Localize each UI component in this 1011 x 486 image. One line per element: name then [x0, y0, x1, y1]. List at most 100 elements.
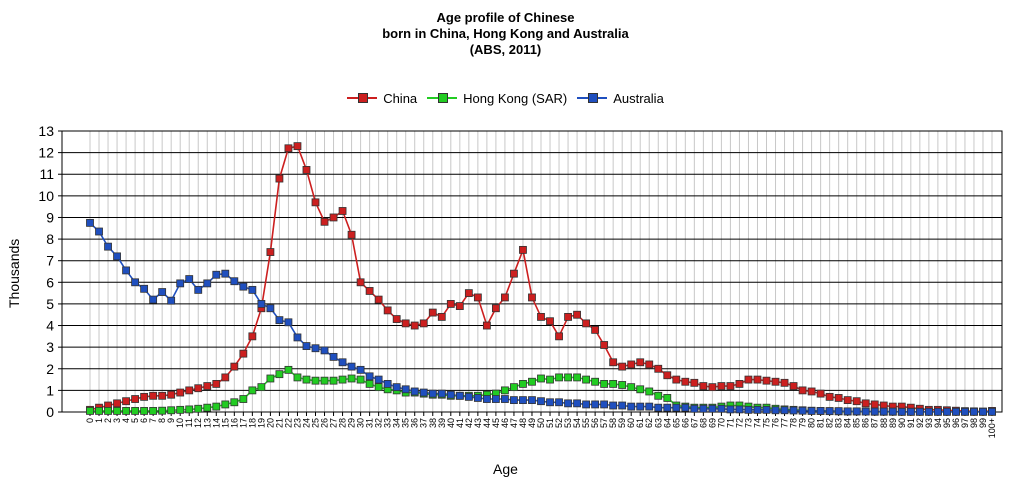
data-point: [419, 319, 428, 328]
data-point: [861, 399, 870, 408]
data-point: [86, 407, 94, 415]
data-point: [573, 310, 581, 319]
x-tick-label: 50: [536, 418, 546, 428]
data-point: [491, 395, 500, 403]
data-point: [230, 277, 239, 286]
x-tick-label: 79: [798, 418, 808, 428]
data-point: [654, 403, 663, 412]
data-point: [464, 289, 473, 298]
x-tick-label: 3: [112, 418, 122, 423]
data-point: [591, 400, 600, 409]
data-point: [627, 383, 636, 392]
data-point: [798, 386, 807, 395]
data-point: [672, 375, 681, 384]
data-point: [437, 312, 446, 321]
data-point: [383, 306, 392, 315]
x-tick-label: 30: [356, 418, 366, 428]
data-point: [771, 377, 780, 386]
data-point: [834, 407, 843, 416]
data-point: [582, 375, 590, 384]
data-point: [293, 333, 302, 342]
data-point: [473, 394, 482, 402]
x-tick-label: 54: [572, 418, 582, 428]
data-point: [212, 402, 221, 411]
data-point: [356, 375, 365, 384]
data-point: [95, 227, 103, 236]
y-tick-label: 3: [46, 339, 54, 355]
data-point: [113, 399, 121, 408]
data-point: [654, 391, 663, 400]
x-tick-label: 86: [861, 418, 871, 428]
x-tick-label: 39: [437, 418, 447, 428]
data-point: [203, 403, 212, 412]
data-point: [122, 397, 130, 406]
data-point: [455, 391, 464, 400]
data-point: [185, 405, 194, 414]
data-point: [95, 407, 103, 415]
x-tick-label: 60: [626, 418, 636, 428]
y-tick-label: 9: [46, 209, 54, 225]
data-point: [410, 387, 419, 396]
data-point: [185, 275, 194, 283]
data-point: [311, 376, 320, 385]
data-point: [681, 377, 690, 386]
y-tick-label: 6: [46, 274, 54, 290]
x-tick-label: 75: [762, 418, 772, 428]
data-point: [230, 398, 239, 407]
data-point: [428, 389, 437, 398]
x-tick-label: 35: [401, 418, 411, 428]
data-point: [618, 381, 627, 389]
data-point: [582, 319, 590, 328]
data-point: [555, 332, 563, 341]
x-tick-label: 78: [789, 418, 799, 428]
data-point: [194, 384, 203, 393]
legend-label-hong-kong: Hong Kong (SAR): [463, 90, 568, 106]
series-2: [86, 218, 996, 416]
data-point: [365, 379, 374, 388]
x-tick-label: 97: [960, 418, 970, 428]
data-point: [104, 242, 112, 251]
data-point: [194, 285, 203, 294]
data-point: [248, 332, 257, 341]
data-point: [636, 402, 645, 411]
data-point: [564, 373, 572, 382]
y-tick-label: 12: [38, 145, 54, 161]
data-point: [699, 404, 708, 413]
data-point: [879, 407, 888, 416]
x-tick-label: 12: [193, 418, 203, 428]
x-tick-label: 62: [644, 418, 654, 428]
data-point: [149, 391, 158, 400]
chart-title-line-2: born in China, Hong Kong and Australia: [382, 26, 629, 41]
data-point: [654, 364, 663, 373]
data-point: [952, 407, 960, 416]
data-point: [122, 407, 130, 415]
x-tick-label: 92: [915, 418, 925, 428]
data-point: [275, 174, 284, 183]
x-tick-label: 69: [707, 418, 717, 428]
y-tick-label: 8: [46, 231, 54, 247]
data-point: [239, 282, 248, 291]
data-point: [627, 360, 636, 369]
data-point: [149, 295, 158, 304]
chart-legend: China Hong Kong (SAR) Australia: [0, 89, 1011, 107]
x-tick-label: 73: [743, 418, 753, 428]
x-tick-label: 40: [446, 418, 456, 428]
x-tick-label: 85: [852, 418, 862, 428]
data-point: [419, 388, 428, 397]
data-point: [491, 304, 500, 313]
data-point: [690, 378, 699, 387]
x-tick-label: 13: [202, 418, 212, 428]
data-point: [645, 402, 654, 411]
chart-title-line-3: (ABS, 2011): [469, 42, 542, 57]
x-tick-label: 64: [662, 418, 672, 428]
data-point: [410, 321, 419, 330]
data-point: [338, 207, 347, 215]
x-tick-label: 29: [347, 418, 357, 428]
data-point: [86, 218, 94, 227]
x-tick-label: 99: [978, 418, 988, 428]
data-point: [329, 352, 338, 361]
x-tick-label: 7: [148, 418, 158, 423]
data-point: [762, 376, 771, 385]
data-point: [293, 373, 302, 382]
data-point: [221, 373, 230, 382]
